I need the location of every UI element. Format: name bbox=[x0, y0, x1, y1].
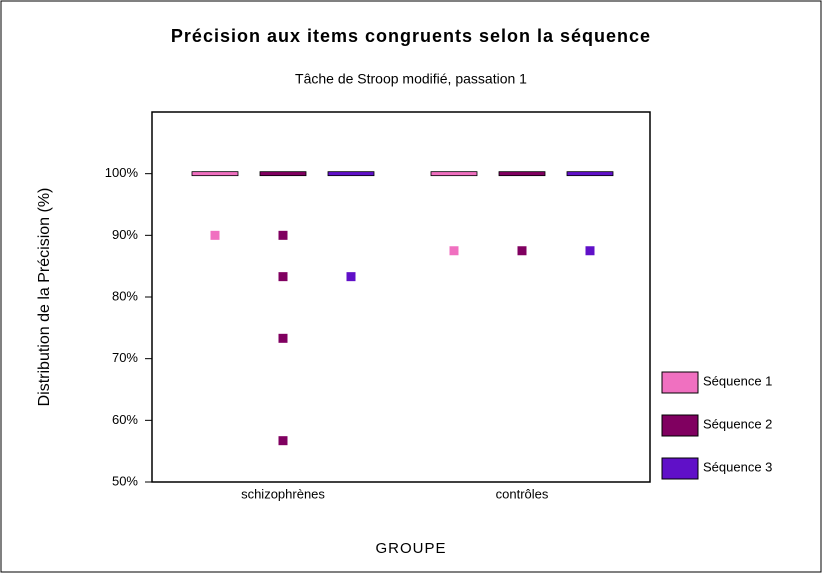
chart-title: Précision aux items congruents selon la … bbox=[171, 26, 651, 46]
box bbox=[566, 171, 614, 177]
outlier bbox=[210, 230, 220, 240]
box bbox=[259, 171, 307, 177]
legend-label: Séquence 3 bbox=[703, 459, 772, 474]
outlier bbox=[449, 246, 459, 256]
y-axis-label: Distribution de la Précision (%) bbox=[36, 188, 53, 407]
outlier bbox=[278, 230, 288, 240]
outlier bbox=[517, 246, 527, 256]
x-tick-label: schizophrènes bbox=[241, 486, 325, 501]
outlier bbox=[585, 246, 595, 256]
outlier bbox=[278, 272, 288, 282]
legend-swatch bbox=[661, 371, 699, 394]
box bbox=[191, 171, 239, 177]
legend-swatch bbox=[661, 457, 699, 480]
chart-subtitle: Tâche de Stroop modifié, passation 1 bbox=[295, 71, 527, 87]
legend-swatch bbox=[661, 414, 699, 437]
x-tick-label: contrôles bbox=[496, 486, 549, 501]
y-tick-label: 70% bbox=[112, 350, 138, 365]
box bbox=[498, 171, 546, 177]
y-tick-label: 90% bbox=[112, 227, 138, 242]
y-tick-label: 60% bbox=[112, 412, 138, 427]
outlier bbox=[346, 272, 356, 282]
box bbox=[430, 171, 478, 177]
outlier bbox=[278, 436, 288, 446]
box bbox=[327, 171, 375, 177]
legend-label: Séquence 2 bbox=[703, 416, 772, 431]
legend-label: Séquence 1 bbox=[703, 373, 772, 388]
x-axis-label: GROUPE bbox=[375, 540, 446, 557]
y-tick-label: 80% bbox=[112, 288, 138, 303]
y-tick-label: 100% bbox=[105, 165, 139, 180]
y-tick-label: 50% bbox=[112, 473, 138, 488]
outlier bbox=[278, 333, 288, 343]
